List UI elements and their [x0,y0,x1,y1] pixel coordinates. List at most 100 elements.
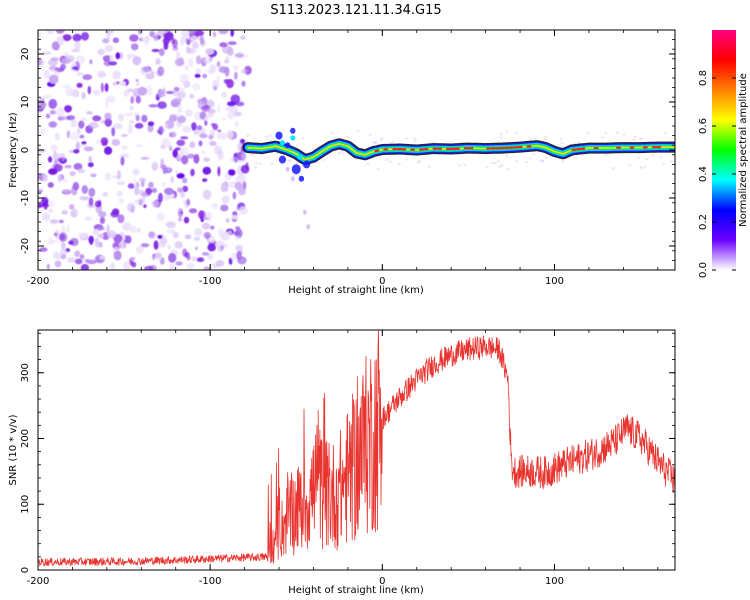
noise-blob [199,35,204,46]
noise-stray [285,166,290,172]
noise-blob [191,41,199,49]
noise-blob [133,178,137,188]
noise-blob [147,124,154,133]
noise-blob [140,156,150,160]
y-tick-label: 20 [20,48,31,61]
noise-blob [117,170,121,180]
noise-blob [82,74,93,81]
noise-speck [561,146,565,148]
noise-blob [121,133,128,138]
noise-blob [70,131,80,141]
noise-blob [157,88,164,99]
noise-speck [266,138,269,141]
noise-blob [112,70,121,80]
snr-x-axis-label: Height of straight line (km) [288,585,424,596]
noise-blob [81,92,86,99]
noise-blob [151,199,160,208]
noise-blob [151,48,160,53]
noise-blob [220,185,229,193]
noise-speck [270,163,274,166]
noise-blob [234,53,244,58]
noise-blob [186,39,191,46]
noise-blob [239,138,246,144]
noise-speck [532,153,535,156]
noise-blob [203,55,212,64]
noise-blob [168,190,174,195]
noise-speck [341,152,345,155]
noise-blob [113,123,124,130]
noise-blob [222,243,229,249]
noise-blob [74,40,81,50]
noise-speck [659,156,663,159]
noise-blob [112,37,120,44]
noise-blob [72,61,77,67]
noise-blob [78,232,88,239]
noise-blob [81,185,89,194]
noise-blob [61,210,69,215]
noise-speck [463,164,466,166]
noise-blob [203,157,211,162]
noise-blob [134,199,140,204]
noise-speck [258,162,262,165]
noise-speck [505,130,509,133]
noise-blob [207,108,216,114]
noise-blob [201,222,211,230]
noise-speck [497,140,501,143]
noise-blob [242,181,247,190]
noise-blob [143,204,147,209]
noise-speck [412,137,416,140]
noise-blob [72,182,80,191]
y-tick-label: 0 [20,567,31,573]
noise-blob [172,97,183,103]
noise-speck [604,154,608,156]
noise-blob [58,232,68,243]
noise-blob [241,151,246,162]
noise-blob [64,164,72,169]
noise-blob [227,112,236,120]
noise-blob [202,166,212,175]
noise-blob [240,35,246,40]
y-tick-label: 200 [20,429,31,448]
noise-speck [499,133,503,136]
noise-blob [207,253,214,260]
noise-blob [220,231,230,241]
noise-blob [140,243,150,248]
noise-blob [201,252,210,256]
noise-blob [38,189,44,193]
noise-blob [169,131,177,138]
noise-speck [515,131,518,134]
noise-blob [148,231,155,238]
noise-blob [66,130,71,138]
noise-blob [164,123,169,128]
noise-blob [218,30,229,35]
noise-blob [132,168,140,176]
spectrogram-x-ticks: -200 -100 0 100 [27,30,659,287]
noise-speck [645,158,649,161]
noise-blob [129,120,135,124]
noise-blob [240,164,250,174]
noise-speck [638,137,642,140]
noise-blob [129,105,134,111]
noise-blob [215,260,225,267]
colorbar: 0.0 0.2 0.4 0.6 0.8 Normalized spectral ampl… [698,30,749,278]
noise-blob [196,257,205,263]
noise-speck [332,137,336,140]
noise-blob [113,234,123,243]
noise-speck [561,160,565,162]
noise-speck [633,135,637,138]
noise-blob [40,101,47,109]
noise-speck [622,133,626,136]
noise-blob [87,85,92,95]
noise-blob [56,107,65,117]
noise-blob [87,259,97,265]
noise-speck [312,148,316,151]
noise-blob [74,250,81,258]
noise-blob [134,122,144,129]
noise-blob [212,80,220,89]
noise-stray [306,224,311,230]
noise-blob [166,90,175,95]
noise-blob [119,81,126,86]
noise-blob [176,139,186,147]
